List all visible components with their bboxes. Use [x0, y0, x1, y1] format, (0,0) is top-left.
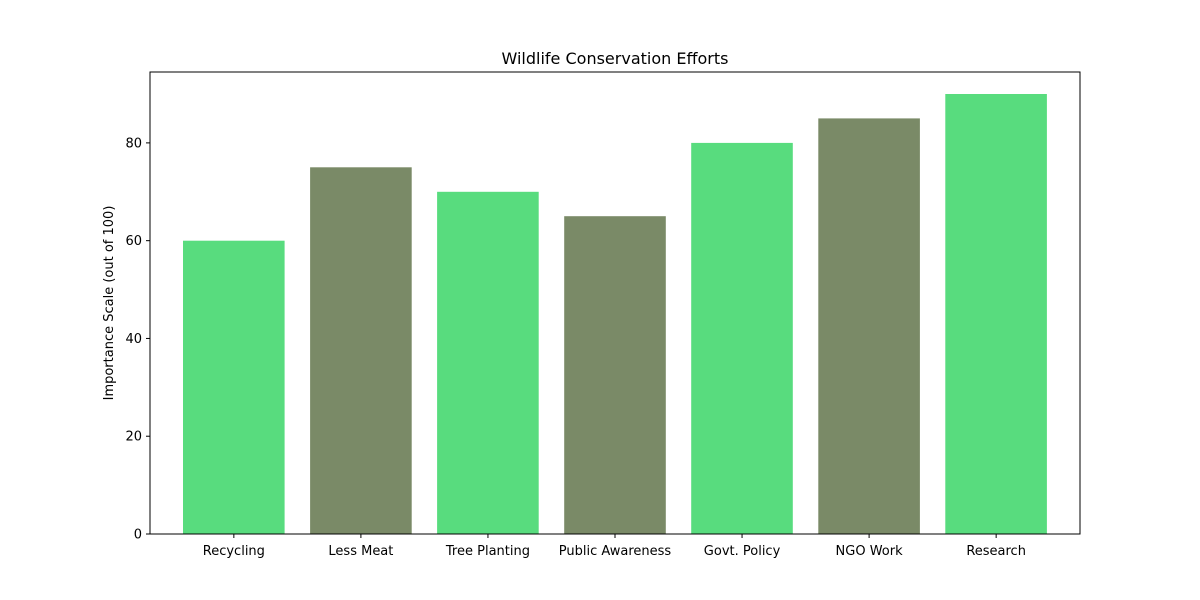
x-tick-label: NGO Work: [836, 544, 904, 559]
bar-research: [945, 94, 1047, 534]
bar-less-meat: [310, 167, 412, 535]
bars-group: [183, 94, 1047, 535]
x-tick-label: Govt. Policy: [704, 544, 781, 559]
y-tick-label: 40: [125, 332, 142, 347]
x-tick-label: Tree Planting: [445, 544, 530, 559]
y-tick-label: 80: [125, 136, 142, 151]
bar-govt-policy: [691, 142, 793, 534]
x-tick-label: Recycling: [203, 544, 265, 559]
x-axis: Recycling Less Meat Tree Planting Public Aw…: [203, 534, 1026, 559]
y-tick-label: 20: [125, 430, 142, 445]
y-axis: 0 20 40 60 80: [125, 136, 150, 543]
x-tick-label: Research: [966, 544, 1026, 559]
bar-recycling: [183, 240, 285, 534]
x-tick-label: Less Meat: [328, 544, 393, 559]
x-tick-label: Public Awareness: [559, 544, 672, 559]
bar-tree-planting: [437, 191, 539, 535]
bar-public-awareness: [564, 216, 666, 534]
y-tick-label: 0: [134, 528, 142, 543]
chart-title: Wildlife Conservation Efforts: [502, 49, 729, 68]
y-axis-label: Importance Scale (out of 100): [102, 206, 117, 401]
bar-ngo-work: [818, 118, 920, 535]
y-tick-label: 60: [125, 234, 142, 249]
